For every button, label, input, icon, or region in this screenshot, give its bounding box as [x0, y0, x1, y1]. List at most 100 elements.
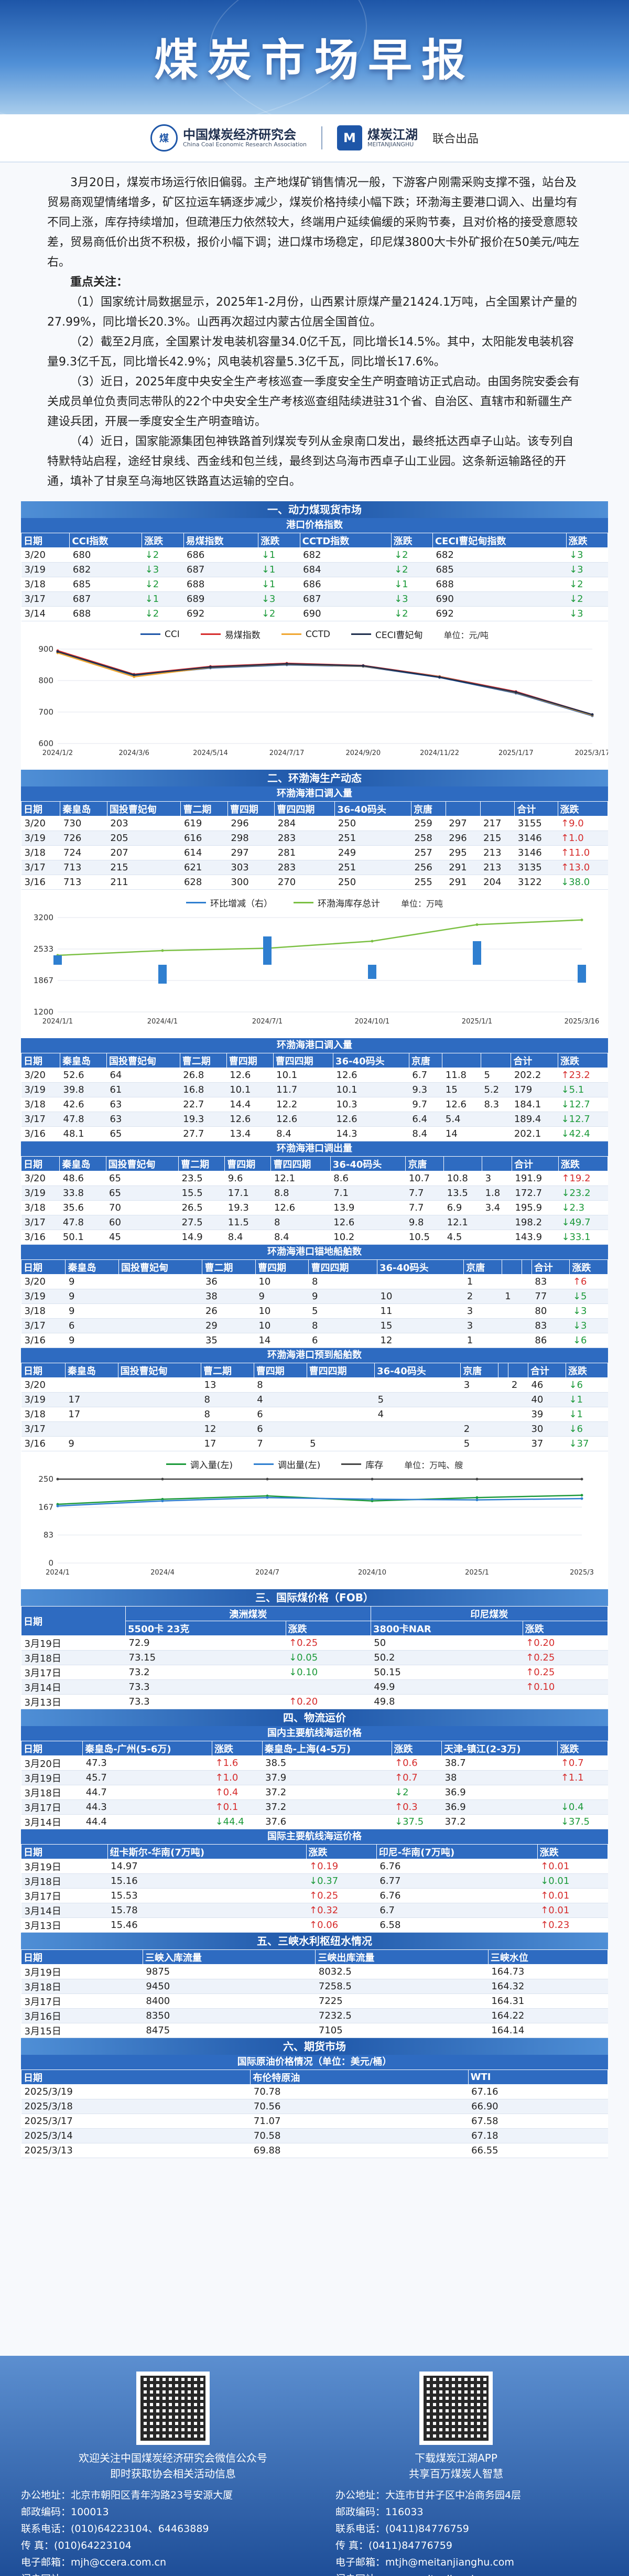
table-cell: 3月17日 — [21, 1665, 126, 1680]
data-point — [133, 673, 136, 676]
ccera-email[interactable]: 电子邮箱：mjh@ccera.com.cn — [21, 2557, 167, 2568]
table-cell: 692 — [183, 606, 258, 621]
ccera-fax: 传 真：(010)64223104 — [21, 2540, 132, 2551]
table-cell: 204 — [480, 875, 515, 890]
wechat-qr-code[interactable] — [136, 2372, 210, 2445]
table-cell: 39.8 — [60, 1082, 107, 1097]
table-cell: 249 — [334, 845, 411, 860]
x-tick-label: 2024/10 — [358, 1569, 386, 1577]
price-index-svg: 600 700 800 900 2024/1/2 2024/3/6 2024/5/14 202… — [38, 644, 610, 757]
column-header: 三峡入库流量 — [142, 1949, 316, 1965]
table-row: 3/18 724 207 614 297 281 249 257 295 213 3146 ↑11.0 — [21, 845, 608, 860]
col-au-spec: 5500卡 23克 — [125, 1621, 286, 1636]
table-cell — [508, 1421, 528, 1437]
logo-bar: 煤 中国煤炭经济研究会 China Coal Economic Research … — [0, 114, 629, 163]
table-cell: ↓1 — [391, 577, 433, 592]
table-cell: 3月18日 — [21, 1873, 108, 1889]
column-header: 涨跌 — [558, 1053, 608, 1068]
column-header: CCI指数 — [69, 533, 143, 548]
table-cell: 71.07 — [250, 2114, 469, 2129]
table-cell — [374, 1421, 461, 1437]
ccera-website[interactable]: 门户网站：www.ccera.com.cn — [21, 2571, 314, 2576]
mtjh-email[interactable]: 电子邮箱：mtjh@meitanjianghu.com — [335, 2557, 514, 2568]
table-cell: ↓2.3 — [558, 1200, 608, 1215]
table-cell: 6.76 — [376, 1859, 538, 1874]
table-row: 3/16 48.1 65 27.7 13.4 8.4 14.3 8.4 14 202.1 ↓42.4 — [21, 1126, 608, 1141]
section-title: 三、国际煤价格（FOB） — [21, 1589, 608, 1606]
table-cell: 688 — [183, 577, 258, 592]
table-row: 3/18 42.6 63 22.7 14.4 12.2 10.3 9.7 12.6 8.3 184.… — [21, 1097, 608, 1112]
data-point — [56, 1478, 59, 1481]
app-caption: 下载煤炭江湖APP 共享百万煤炭人智慧 — [341, 2450, 571, 2482]
legend-item: 易煤指数 — [200, 628, 261, 641]
table-cell: 300 — [227, 875, 275, 890]
table-cell: 202.1 — [511, 1126, 558, 1141]
table-cell: 14.3 — [333, 1126, 409, 1141]
table-cell: 164.22 — [488, 2008, 608, 2023]
table-row: 3月18日 73.15 ↓0.05 50.2 ↑0.25 — [21, 1650, 608, 1665]
table-cell: ↑0.25 — [306, 1888, 377, 1903]
table-cell: 38.7 — [441, 1755, 558, 1771]
table-cell: 6.7 — [409, 1068, 442, 1083]
column-header: 曹四期 — [253, 1363, 307, 1378]
table-cell: 37.2 — [262, 1799, 392, 1815]
legend-swatch — [253, 1463, 274, 1465]
table-cell: 687 — [300, 591, 392, 607]
column-header: 涨跌 — [391, 533, 433, 548]
series-line — [57, 651, 593, 717]
table-row: 3月14日 44.4 ↓44.4 37.6 ↓37.5 37.2 ↓37.5 — [21, 1814, 608, 1829]
y-tick-label: 2533 — [34, 944, 53, 954]
table-cell: 213 — [480, 845, 515, 860]
table-cell: 250 — [334, 816, 411, 831]
column-header: 曹四四期 — [306, 1363, 375, 1378]
price-index-table: 日期 CCI指数 涨跌 易煤指数 涨跌 CCTD指数 涨跌 CECI曹妃甸指数 涨跌 3/20 68… — [20, 533, 609, 621]
column-header: 36-40码头 — [374, 1363, 461, 1378]
table-row: 3/14 688 ↓2 692 ↓2 690 ↓2 692 ↓3 — [21, 606, 608, 621]
table-cell — [118, 1436, 201, 1451]
table-cell: 10 — [255, 1303, 309, 1319]
chart-unit: 单位：万吨 — [400, 898, 443, 909]
table-cell: 8 — [308, 1274, 377, 1289]
table-cell: 36.9 — [441, 1785, 558, 1800]
column-header: 合计 — [527, 1363, 566, 1378]
table-cell: 9450 — [143, 1979, 316, 1994]
table-cell: 48.6 — [59, 1171, 106, 1186]
table-cell: ↓3 — [142, 562, 184, 577]
table-cell: 3月13日 — [21, 1694, 126, 1709]
x-tick-label: 2024/5/14 — [193, 749, 228, 757]
col-id-spec: 3800卡NAR — [370, 1621, 523, 1636]
table-row: 3月17日 44.3 ↑0.1 37.2 ↑0.3 36.9 ↓0.4 — [21, 1799, 608, 1815]
mtjh-website[interactable]: 门户网站：www.meitanjianghu.com — [335, 2571, 619, 2576]
column-header — [508, 1363, 528, 1378]
table-cell: 15.5 — [178, 1185, 225, 1201]
app-qr-code[interactable] — [419, 2372, 493, 2445]
section-title: 一、动力煤现货市场 — [21, 501, 608, 518]
inventory-svg: 1200 1867 2533 3200 2024/1/1 2024/4/1 2024/7/1… — [34, 913, 600, 1026]
table-cell: ↓1 — [142, 591, 184, 607]
table-cell: 80 — [532, 1303, 570, 1319]
table-cell: 5 — [307, 1436, 375, 1451]
table-cell: 726 — [60, 831, 107, 846]
outflow-table: 日期 秦皇岛 国投曹妃甸 曹二期 曹四期 曹四四期 36-40码头 京唐 合计 涨跌 3/20 48.… — [20, 1156, 609, 1245]
table-cell: 3/18 — [21, 1407, 66, 1422]
table-cell: 37.6 — [262, 1814, 392, 1829]
table-row: 3/17 47.8 60 27.5 11.5 8 12.6 9.8 12.1 198.2 ↓49.7 — [21, 1215, 608, 1230]
column-header: 涨跌 — [558, 1156, 609, 1171]
section-freight: 四、物流运价 国内主要航线海运价格 日期 秦皇岛-广州(5-6万) 涨跌 秦皇岛-上海… — [20, 1709, 609, 1933]
column-header: 京唐 — [463, 1259, 502, 1275]
table-cell: 3月18日 — [21, 1979, 143, 1994]
x-tick-label: 2024/9/20 — [346, 749, 381, 757]
column-header: CECI曹妃甸指数 — [432, 533, 567, 548]
table-cell: 3/20 — [21, 1377, 66, 1393]
table-cell: ↓0.10 — [286, 1665, 371, 1680]
table-cell — [482, 1215, 512, 1230]
ccera-postcode: 邮政编码：100013 — [21, 2506, 109, 2518]
table-cell: 688 — [69, 606, 142, 621]
column-header: 曹二期 — [201, 1363, 254, 1378]
column-header — [480, 1053, 512, 1068]
data-point — [209, 665, 212, 669]
legend-label: 调入量(左) — [190, 1460, 233, 1471]
table-cell: 49.9 — [371, 1679, 523, 1695]
table-cell: 8400 — [143, 1993, 316, 2009]
table-cell: 1 — [502, 1289, 522, 1304]
